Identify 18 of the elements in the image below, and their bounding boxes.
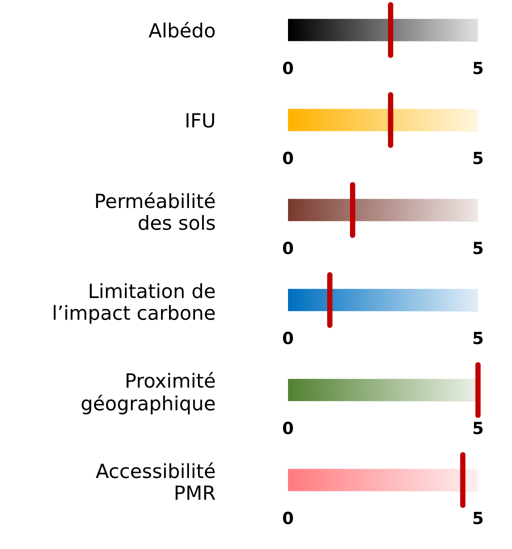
y-tick-label: Accessibilité PMR [96, 462, 216, 500]
x-tick-label: 0 [283, 422, 293, 434]
x-tick-label: 5 [473, 152, 483, 164]
x-tick-label: 0 [283, 152, 293, 164]
y-tick-label: IFU [186, 113, 214, 128]
y-tick-label: Albédo [148, 22, 215, 38]
x-tick-label: 5 [473, 422, 483, 434]
x-tick-label: 0 [283, 62, 293, 74]
y-tick-label: Perméabilité des sols [96, 192, 215, 230]
y-tick-label: Limitation de l’impact carbone [54, 283, 215, 324]
x-tick-label: 5 [473, 512, 483, 524]
x-tick-label: 5 [473, 332, 483, 344]
x-tick-label: 0 [283, 242, 293, 254]
x-tick-label: 0 [283, 332, 293, 344]
x-tick-label: 5 [473, 242, 483, 254]
x-tick-label: 0 [283, 512, 293, 524]
y-tick-label: Proximité géographique [82, 372, 215, 414]
x-tick-label: 5 [473, 62, 483, 74]
